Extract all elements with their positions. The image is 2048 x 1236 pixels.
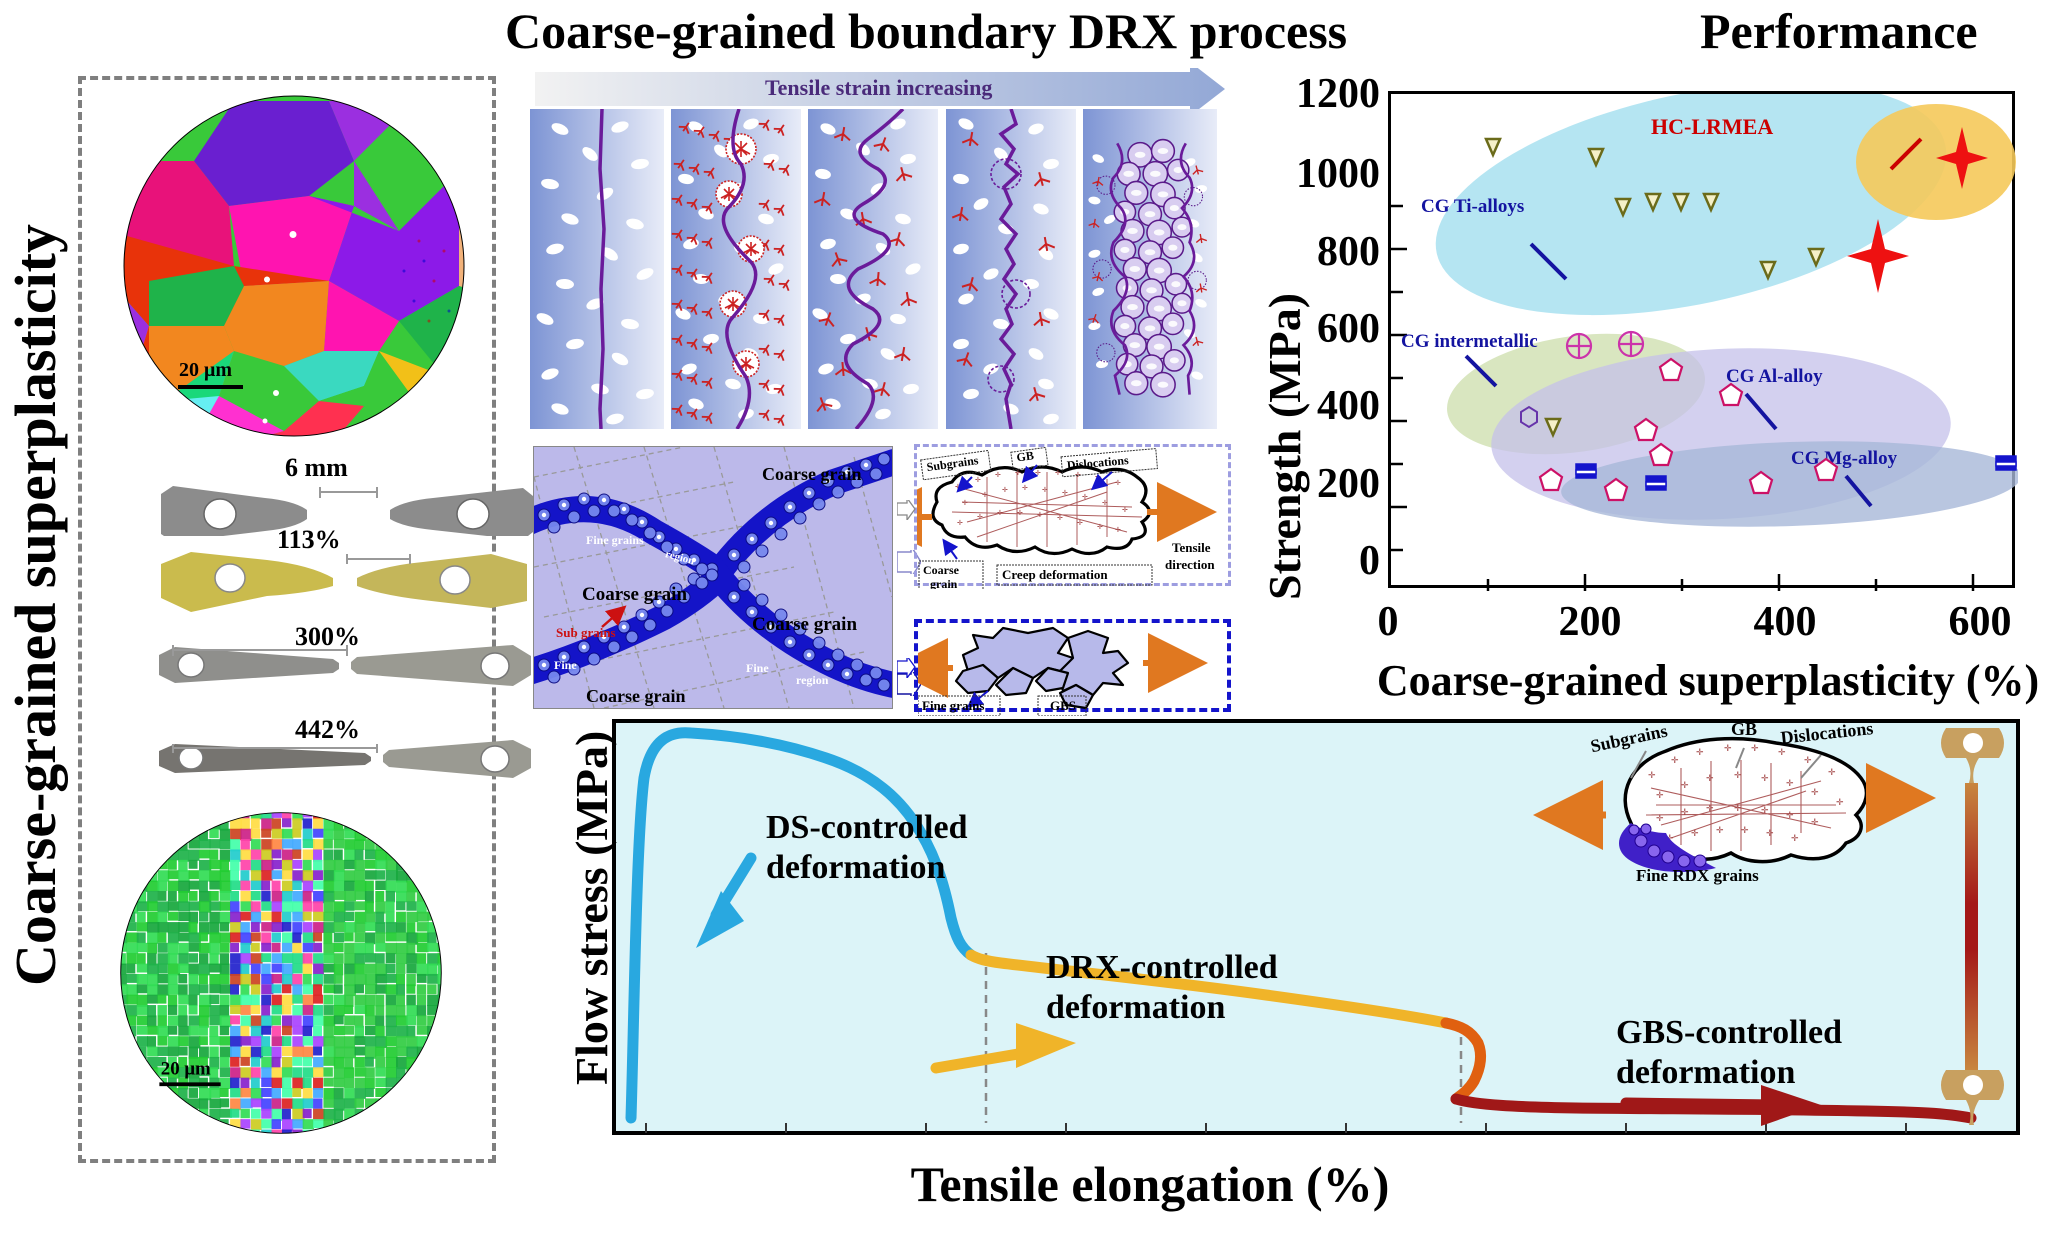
svg-text:✛: ✛ bbox=[1077, 519, 1083, 527]
svg-text:✛: ✛ bbox=[1656, 813, 1664, 823]
svg-text:✛: ✛ bbox=[1811, 787, 1819, 797]
svg-text:Tensile strain increasing: Tensile strain increasing bbox=[765, 75, 992, 100]
svg-text:✛: ✛ bbox=[1648, 770, 1656, 780]
svg-text:✛: ✛ bbox=[1102, 499, 1108, 507]
svg-text:deformation: deformation bbox=[1046, 989, 1226, 1026]
svg-text:✛: ✛ bbox=[1671, 755, 1679, 765]
svg-text:CG Ti-alloys: CG Ti-alloys bbox=[1421, 196, 1524, 217]
svg-text:✛: ✛ bbox=[1811, 817, 1819, 827]
svg-text:✛: ✛ bbox=[995, 471, 1001, 479]
svg-text:✛: ✛ bbox=[1766, 828, 1774, 838]
svg-text:✛: ✛ bbox=[1115, 479, 1121, 487]
svg-text:✛: ✛ bbox=[1057, 514, 1063, 522]
svg-text:✛: ✛ bbox=[1804, 755, 1812, 765]
svg-text:✛: ✛ bbox=[957, 519, 963, 527]
svg-text:HC-LRMEA: HC-LRMEA bbox=[1651, 114, 1773, 139]
svg-text:Subgrains: Subgrains bbox=[1589, 723, 1669, 756]
svg-text:✛: ✛ bbox=[975, 476, 981, 484]
svg-text:✛: ✛ bbox=[1002, 486, 1008, 494]
svg-text:deformation: deformation bbox=[1616, 1054, 1796, 1091]
svg-text:✛: ✛ bbox=[1095, 473, 1101, 481]
svg-text:✛: ✛ bbox=[1761, 805, 1769, 815]
svg-text:✛: ✛ bbox=[1786, 778, 1794, 788]
svg-text:Coarse grain: Coarse grain bbox=[586, 686, 685, 706]
svg-text:GBS: GBS bbox=[1050, 698, 1076, 713]
svg-text:✛: ✛ bbox=[1734, 803, 1742, 813]
svg-text:GB: GB bbox=[1016, 448, 1035, 464]
svg-text:✛: ✛ bbox=[1691, 828, 1699, 838]
svg-text:✛: ✛ bbox=[1017, 509, 1023, 517]
svg-text:✛: ✛ bbox=[1115, 526, 1121, 534]
svg-text:Fine grains: Fine grains bbox=[922, 698, 984, 713]
svg-text:✛: ✛ bbox=[1734, 770, 1742, 780]
svg-text:✛: ✛ bbox=[1761, 773, 1769, 783]
svg-text:Creep deformation: Creep deformation bbox=[1002, 567, 1108, 582]
svg-text:Fine: Fine bbox=[554, 658, 577, 672]
svg-text:✛: ✛ bbox=[1022, 484, 1028, 492]
svg-text:✛: ✛ bbox=[1082, 493, 1088, 501]
svg-text:✛: ✛ bbox=[1656, 790, 1664, 800]
svg-text:300%: 300% bbox=[295, 625, 360, 651]
svg-text:Fine RDX grains: Fine RDX grains bbox=[1636, 866, 1759, 885]
svg-text:✛: ✛ bbox=[1122, 506, 1128, 514]
svg-text:442%: 442% bbox=[295, 718, 360, 744]
svg-text:Fine: Fine bbox=[746, 661, 769, 675]
svg-text:✛: ✛ bbox=[1706, 773, 1714, 783]
svg-text:✛: ✛ bbox=[1741, 825, 1749, 835]
svg-text:✛: ✛ bbox=[1681, 780, 1689, 790]
svg-text:Coarse grain: Coarse grain bbox=[762, 464, 861, 484]
svg-text:DS-controlled: DS-controlled bbox=[766, 809, 968, 846]
svg-text:GBS-controlled: GBS-controlled bbox=[1616, 1014, 1842, 1051]
svg-text:✛: ✛ bbox=[1706, 803, 1714, 813]
svg-text:✛: ✛ bbox=[1062, 489, 1068, 497]
svg-text:CG Mg-alloy: CG Mg-alloy bbox=[1791, 448, 1898, 469]
svg-text:Dislocations: Dislocations bbox=[1780, 723, 1875, 748]
svg-text:113%: 113% bbox=[277, 526, 341, 554]
svg-text:Coarse grain: Coarse grain bbox=[582, 584, 687, 605]
svg-text:direction: direction bbox=[1165, 557, 1215, 572]
svg-text:CG Al-alloy: CG Al-alloy bbox=[1726, 366, 1823, 387]
svg-text:✛: ✛ bbox=[1055, 469, 1061, 477]
svg-text:✛: ✛ bbox=[1681, 807, 1689, 817]
svg-text:region: region bbox=[796, 673, 829, 687]
svg-text:GB: GB bbox=[1731, 723, 1757, 739]
svg-text:Coarse grain: Coarse grain bbox=[752, 614, 857, 635]
svg-text:✛: ✛ bbox=[1828, 767, 1836, 777]
svg-text:grain: grain bbox=[930, 577, 958, 589]
svg-text:CG intermetallic: CG intermetallic bbox=[1401, 331, 1538, 352]
svg-text:Tensile: Tensile bbox=[1172, 540, 1211, 555]
svg-text:✛: ✛ bbox=[1778, 747, 1786, 757]
svg-text:✛: ✛ bbox=[1836, 797, 1844, 807]
svg-text:Fine grains: Fine grains bbox=[586, 533, 644, 547]
svg-text:✛: ✛ bbox=[982, 491, 988, 499]
svg-text:✛: ✛ bbox=[1716, 825, 1724, 835]
svg-text:✛: ✛ bbox=[977, 513, 983, 521]
svg-text:DRX-controlled: DRX-controlled bbox=[1046, 949, 1278, 986]
svg-text:✛: ✛ bbox=[1035, 469, 1041, 477]
svg-text:✛: ✛ bbox=[1751, 743, 1759, 753]
svg-text:✛: ✛ bbox=[1724, 743, 1732, 753]
svg-text:✛: ✛ bbox=[1042, 486, 1048, 494]
svg-text:✛: ✛ bbox=[1786, 810, 1794, 820]
svg-text:20 μm: 20 μm bbox=[179, 359, 232, 381]
svg-text:Sub grains: Sub grains bbox=[556, 625, 616, 640]
svg-text:✛: ✛ bbox=[997, 509, 1003, 517]
svg-text:✛: ✛ bbox=[1791, 833, 1799, 843]
svg-text:✛: ✛ bbox=[1097, 523, 1103, 531]
svg-text:Coarse: Coarse bbox=[923, 563, 960, 577]
svg-text:✛: ✛ bbox=[1037, 511, 1043, 519]
svg-text:✛: ✛ bbox=[962, 499, 968, 507]
svg-text:✛: ✛ bbox=[955, 483, 961, 491]
svg-text:20 μm: 20 μm bbox=[161, 1058, 211, 1079]
svg-text:deformation: deformation bbox=[766, 849, 946, 886]
svg-text:✛: ✛ bbox=[1696, 747, 1704, 757]
svg-text:6 mm: 6 mm bbox=[285, 454, 348, 482]
